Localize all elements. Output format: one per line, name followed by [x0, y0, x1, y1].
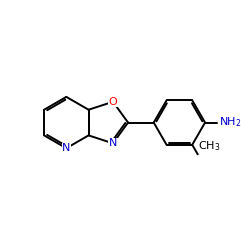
Text: N: N — [109, 138, 117, 148]
Text: N: N — [62, 143, 70, 153]
Text: CH$_3$: CH$_3$ — [198, 139, 220, 153]
Text: NH$_2$: NH$_2$ — [218, 116, 241, 130]
Text: O: O — [108, 97, 117, 107]
